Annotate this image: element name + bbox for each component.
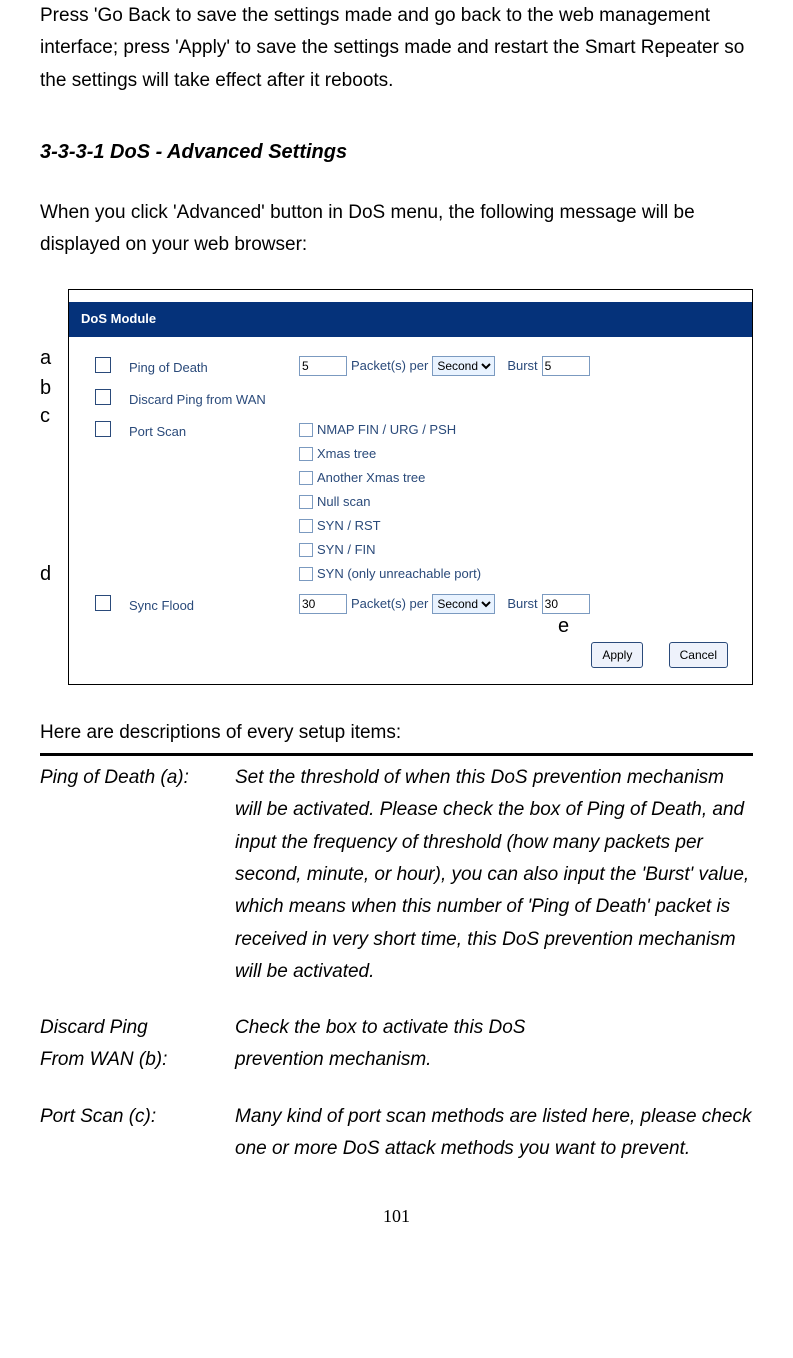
- letter-a: a: [40, 341, 51, 375]
- port-scan-item: SYN (only unreachable port): [299, 563, 481, 585]
- port-scan-label: Port Scan: [129, 419, 299, 443]
- port-scan-item-checkbox[interactable]: [299, 519, 313, 533]
- ping-of-death-checkbox[interactable]: [95, 357, 111, 373]
- letter-c: c: [40, 399, 50, 433]
- port-scan-item-checkbox[interactable]: [299, 447, 313, 461]
- port-scan-item: SYN / FIN: [299, 539, 481, 561]
- row-sync-flood: Sync Flood Packet(s) per Second Burst: [69, 589, 752, 621]
- ping-of-death-burst-input[interactable]: [542, 356, 590, 376]
- port-scan-item: Another Xmas tree: [299, 467, 481, 489]
- desc-term: Port Scan (c):: [40, 1101, 235, 1166]
- desc-term: Discard Ping From WAN (b):: [40, 1012, 235, 1077]
- sync-flood-label: Sync Flood: [129, 593, 299, 617]
- row-port-scan: Port Scan NMAP FIN / URG / PSH Xmas tree…: [69, 415, 752, 590]
- letter-e: e: [558, 609, 569, 643]
- port-scan-item-checkbox[interactable]: [299, 471, 313, 485]
- module-title-bar: DoS Module: [69, 302, 752, 336]
- sync-flood-checkbox[interactable]: [95, 595, 111, 611]
- ping-of-death-interval-select[interactable]: Second: [432, 356, 495, 376]
- desc-row-c: Port Scan (c): Many kind of port scan me…: [40, 1101, 753, 1166]
- intro-paragraph: Press 'Go Back to save the settings made…: [40, 0, 753, 97]
- port-scan-item-checkbox[interactable]: [299, 495, 313, 509]
- burst-label: Burst: [507, 593, 537, 615]
- apply-button[interactable]: Apply: [591, 642, 643, 668]
- row-ping-of-death: Ping of Death Packet(s) per Second Burst: [69, 351, 752, 383]
- section-paragraph: When you click 'Advanced' button in DoS …: [40, 197, 753, 262]
- port-scan-list: NMAP FIN / URG / PSH Xmas tree Another X…: [299, 419, 481, 586]
- row-discard-ping: Discard Ping from WAN: [69, 383, 752, 415]
- desc-row-a: Ping of Death (a): Set the threshold of …: [40, 762, 753, 988]
- port-scan-item-checkbox[interactable]: [299, 423, 313, 437]
- port-scan-item: SYN / RST: [299, 515, 481, 537]
- desc-definition: Set the threshold of when this DoS preve…: [235, 762, 753, 988]
- port-scan-item-checkbox[interactable]: [299, 567, 313, 581]
- desc-term: Ping of Death (a):: [40, 762, 235, 988]
- divider: [40, 753, 753, 756]
- packets-per-label: Packet(s) per: [351, 593, 428, 615]
- descriptions-intro: Here are descriptions of every setup ite…: [40, 717, 753, 749]
- page-number: 101: [40, 1201, 753, 1232]
- dos-module-screenshot: DoS Module Ping of Death Packet(s) per S…: [68, 289, 753, 684]
- port-scan-item-checkbox[interactable]: [299, 543, 313, 557]
- sync-flood-interval-select[interactable]: Second: [432, 594, 495, 614]
- discard-ping-checkbox[interactable]: [95, 389, 111, 405]
- discard-ping-label: Discard Ping from WAN: [129, 387, 299, 411]
- burst-label: Burst: [507, 355, 537, 377]
- ping-of-death-packets-input[interactable]: [299, 356, 347, 376]
- letter-d: d: [40, 557, 51, 591]
- desc-definition: Check the box to activate this DoS preve…: [235, 1012, 753, 1077]
- ping-of-death-label: Ping of Death: [129, 355, 299, 379]
- section-title: 3-3-3-1 DoS - Advanced Settings: [40, 135, 753, 169]
- port-scan-item: Xmas tree: [299, 443, 481, 465]
- port-scan-checkbox[interactable]: [95, 421, 111, 437]
- desc-definition: Many kind of port scan methods are liste…: [235, 1101, 753, 1166]
- port-scan-item: Null scan: [299, 491, 481, 513]
- sync-flood-packets-input[interactable]: [299, 594, 347, 614]
- desc-row-b: Discard Ping From WAN (b): Check the box…: [40, 1012, 753, 1077]
- port-scan-item: NMAP FIN / URG / PSH: [299, 419, 481, 441]
- cancel-button[interactable]: Cancel: [669, 642, 728, 668]
- packets-per-label: Packet(s) per: [351, 355, 428, 377]
